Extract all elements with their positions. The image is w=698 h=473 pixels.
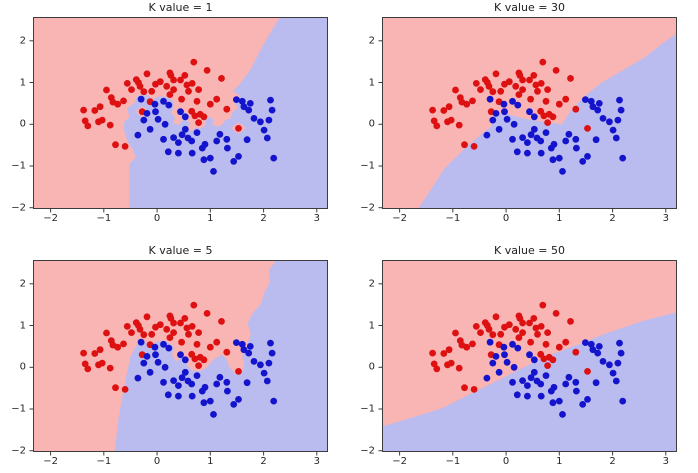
axes-frame (382, 17, 677, 209)
scatter-class_blue (134, 338, 278, 418)
x-tick-label: 0 (502, 456, 510, 467)
x-tick-label: −1 (96, 213, 112, 224)
x-tick-label: 0 (153, 213, 161, 224)
x-tick-label: −2 (43, 213, 58, 224)
decision-boundary-plot-k5 (29, 260, 328, 456)
x-tick-label: 1 (207, 456, 214, 467)
x-tick-label: 1 (207, 213, 214, 224)
y-tick-label: 1 (368, 77, 375, 89)
decision-boundary-plot-k50 (378, 260, 677, 456)
y-tick-label: −2 (360, 202, 375, 214)
axes-frame (382, 260, 677, 452)
y-tick-label: −2 (11, 202, 26, 214)
y-tick-label: 2 (368, 35, 375, 47)
y-tick-label: 0 (19, 118, 26, 130)
y-tick-label: 2 (368, 278, 375, 290)
y-tick-label: −2 (360, 445, 375, 457)
scatter-class_blue (483, 95, 627, 175)
decision-boundary-plot-k1 (29, 17, 328, 213)
y-tick-label: −1 (11, 160, 26, 172)
y-tick-label: 2 (19, 35, 26, 47)
x-tick-label: −1 (445, 213, 461, 224)
x-tick-label: 2 (609, 456, 616, 467)
y-tick-label: 1 (368, 320, 375, 332)
subplot-title: K value = 5 (148, 244, 213, 257)
y-tick-label: −2 (11, 445, 26, 457)
y-tick-label: −1 (360, 403, 375, 415)
decision-regions (382, 17, 677, 209)
subplot-title: K value = 1 (148, 1, 213, 14)
x-tick-label: 1 (556, 213, 563, 224)
decision-regions (33, 17, 328, 209)
subplot-k-5: K value = 5 −2 −1 0 1 2 3 −2 −1 0 1 2 (11, 244, 328, 467)
x-tick-label: 2 (260, 456, 267, 467)
y-tick-label: 1 (19, 77, 26, 89)
subplot-k-30: K value = 30 −2 −1 0 1 2 3 −2 −1 0 1 2 (360, 1, 677, 224)
scatter-class_blue (483, 338, 627, 418)
scatter-class_blue (134, 95, 278, 175)
axes-frame (33, 17, 328, 209)
subplot-k-1: K value = 1 −2 −1 0 1 2 3 −2 −1 0 1 2 (11, 1, 328, 224)
y-tick-label: −1 (11, 403, 26, 415)
x-tick-label: −1 (445, 456, 461, 467)
subplot-title: K value = 30 (494, 1, 565, 14)
y-tick-label: 0 (368, 361, 375, 373)
subplot-title: K value = 50 (494, 244, 565, 257)
x-tick-label: 2 (260, 213, 267, 224)
decision-regions (382, 260, 677, 452)
x-tick-label: −2 (43, 456, 58, 467)
scatter-class_red (429, 301, 591, 393)
x-tick-label: 3 (662, 213, 669, 224)
x-tick-label: 3 (313, 456, 320, 467)
x-tick-label: 2 (609, 213, 616, 224)
y-tick-label: −1 (360, 160, 375, 172)
axes-frame (33, 260, 328, 452)
x-tick-label: 0 (502, 213, 510, 224)
decision-regions (33, 260, 328, 452)
x-tick-label: 3 (662, 456, 669, 467)
y-tick-label: 0 (19, 361, 26, 373)
y-tick-label: 1 (19, 320, 26, 332)
y-tick-label: 2 (19, 278, 26, 290)
x-tick-label: −2 (392, 213, 407, 224)
y-tick-label: 0 (368, 118, 375, 130)
decision-boundary-plot-k30 (378, 17, 677, 213)
x-tick-label: −1 (96, 456, 112, 467)
x-tick-label: 0 (153, 456, 161, 467)
x-tick-label: 1 (556, 456, 563, 467)
x-tick-label: −2 (392, 456, 407, 467)
subplot-k-50: K value = 50 −2 −1 0 1 2 3 −2 −1 0 1 2 (360, 244, 677, 467)
scatter-class_red (80, 301, 242, 393)
scatter-class_red (429, 58, 591, 150)
x-tick-label: 3 (313, 213, 320, 224)
